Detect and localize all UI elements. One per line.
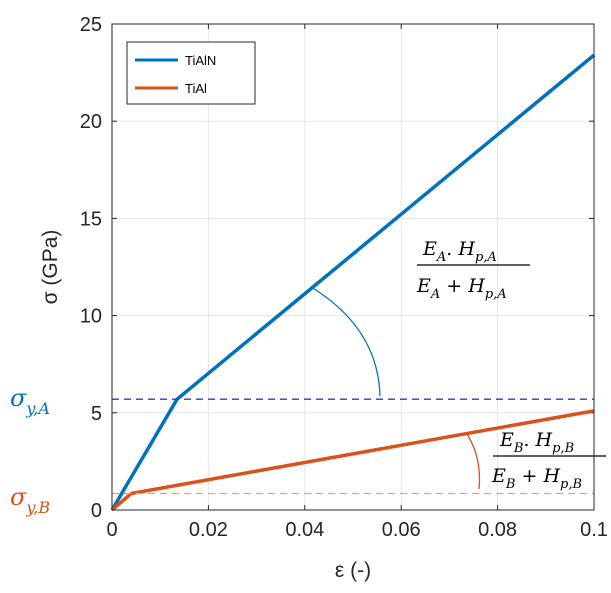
y-tick-label: 25: [80, 14, 102, 36]
legend-label-tialn: TiAlN: [185, 53, 216, 68]
axis-ticks: 0 0.02 0.04 0.06 0.08 0.1 0 5 10 15 20 25: [80, 14, 608, 541]
y-tick-label: 10: [80, 306, 102, 328]
sigma-yb-sub: y,B: [25, 498, 50, 517]
series-line-tial: [110, 409, 595, 512]
y-tick-label: 20: [80, 111, 102, 133]
x-tick-label: 0.02: [189, 519, 228, 541]
formula-a-denominator: EA + Hp,A: [416, 275, 507, 302]
legend-box: [126, 41, 256, 105]
x-tick-label: 0.08: [478, 519, 517, 541]
formula-a-numerator: EA. Hp,A: [422, 238, 497, 265]
sigma-ya-label: σy,A: [10, 384, 50, 418]
plot-area: [112, 24, 594, 510]
sigma-yb-label: σy,B: [10, 483, 50, 517]
formula-b-denominator: EB + Hp,B: [491, 465, 582, 492]
x-tick-label: 0.04: [285, 519, 324, 541]
x-tick-label: 0.06: [382, 519, 421, 541]
y-tick-label: 5: [91, 403, 102, 425]
sigma-ya-main: σ: [10, 384, 27, 412]
reference-lines: [112, 398, 594, 495]
x-tick-label: 0.1: [580, 519, 608, 541]
formula-a: EA. Hp,A EA + Hp,A: [416, 238, 530, 302]
x-tick-label: 0: [106, 519, 117, 541]
grid: [112, 24, 594, 510]
x-axis-label: ε (-): [335, 559, 371, 582]
y-tick-label: 0: [91, 500, 102, 522]
sigma-yb-main: σ: [10, 483, 27, 511]
plot-frame: [111, 23, 595, 511]
y-axis-label: σ (GPa): [39, 230, 62, 305]
legend: TiAlN TiAl: [126, 41, 256, 105]
formula-b: EB. Hp,B EB + Hp,B: [491, 429, 606, 492]
legend-label-tial: TiAl: [185, 81, 207, 96]
y-tick-label: 15: [80, 208, 102, 230]
sigma-ya-sub: y,A: [25, 399, 50, 418]
formula-b-numerator: EB. Hp,B: [499, 429, 574, 456]
angle-arc-a: [310, 286, 381, 397]
angle-arc-b: [466, 433, 481, 490]
